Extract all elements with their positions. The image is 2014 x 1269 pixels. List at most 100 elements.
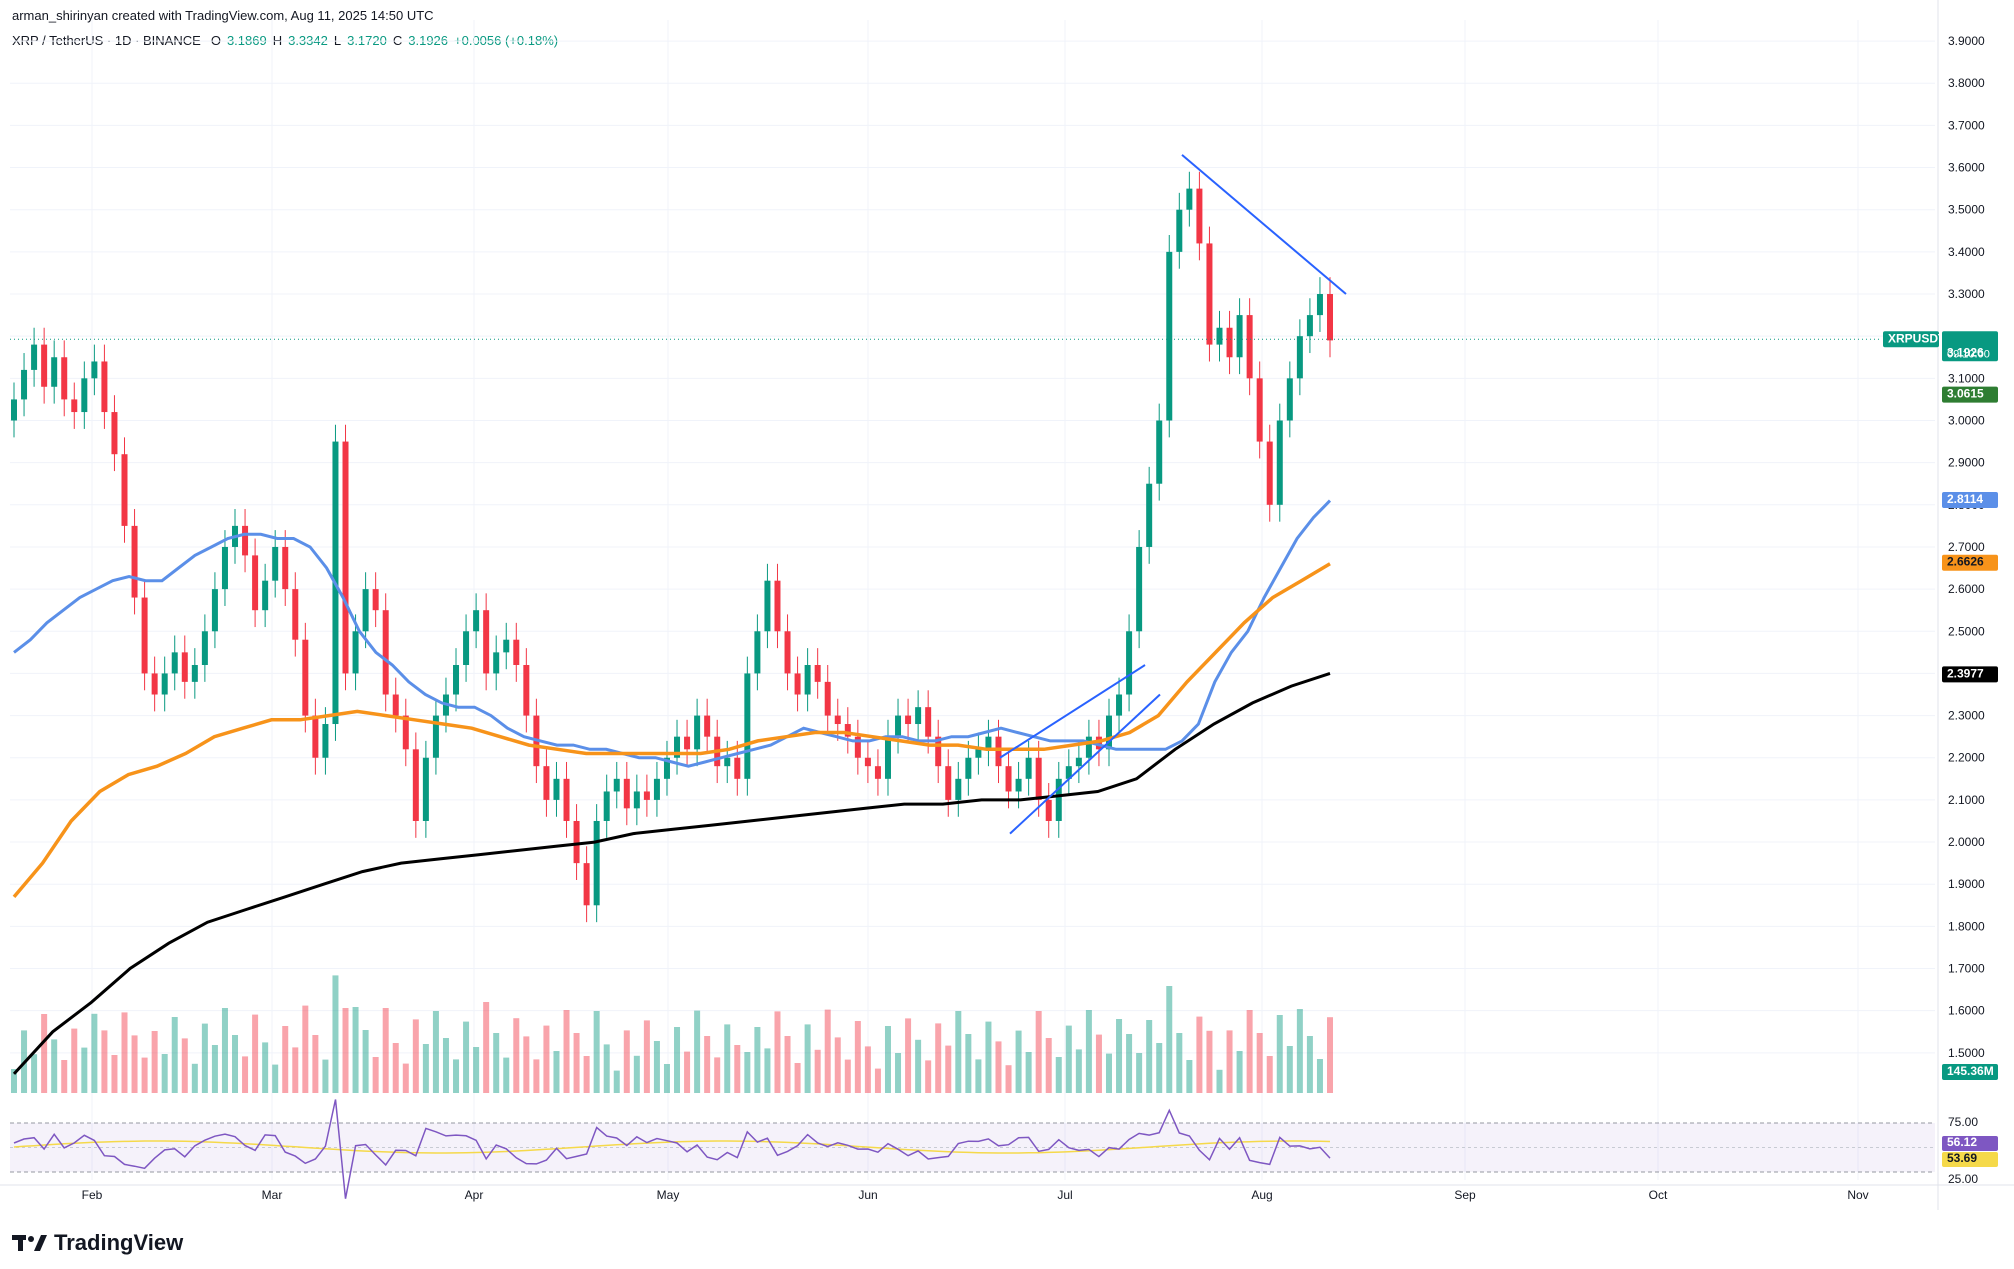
volume-bar xyxy=(905,1018,912,1093)
volume-bar xyxy=(382,1008,389,1093)
candle-body xyxy=(824,681,831,716)
candle-body xyxy=(503,639,510,653)
candle-body xyxy=(453,665,460,695)
candle-body xyxy=(633,791,640,809)
volume-bar xyxy=(1246,1010,1253,1093)
candle-body xyxy=(563,778,570,821)
candle-body xyxy=(794,673,801,695)
ma50-line xyxy=(13,499,1332,768)
volume-bar xyxy=(1266,1056,1273,1093)
volume-price-label: 145.36M xyxy=(1947,1064,1994,1078)
open-label: O xyxy=(210,33,221,48)
candle-body xyxy=(674,736,681,758)
volume-bar xyxy=(623,1030,630,1093)
volume-bar xyxy=(422,1044,429,1093)
candle-body xyxy=(1055,778,1062,821)
candle-body xyxy=(1045,799,1052,821)
volume-bar xyxy=(633,1055,640,1093)
volume-bar xyxy=(844,1059,851,1093)
y-tick-label: 3.6000 xyxy=(1948,161,1985,175)
candle-body xyxy=(61,357,68,400)
volume-bar xyxy=(242,1056,249,1093)
x-tick-label: Aug xyxy=(1251,1188,1272,1202)
volume-bar xyxy=(724,1024,731,1093)
ma50-price-label: 2.8114 xyxy=(1947,492,1983,506)
volume-bar xyxy=(1216,1069,1223,1093)
x-tick-label: May xyxy=(657,1188,680,1202)
candle-body xyxy=(1095,736,1102,750)
volume-bar xyxy=(272,1064,279,1093)
volume-bar xyxy=(1075,1049,1082,1093)
candle-body xyxy=(694,715,701,750)
y-tick-label: 1.9000 xyxy=(1948,877,1985,891)
candle-body xyxy=(754,631,761,674)
candle-body xyxy=(262,580,269,611)
candle-body xyxy=(272,546,279,581)
volume-bar xyxy=(101,1030,108,1093)
volume-bar xyxy=(694,1010,701,1093)
volume-bar xyxy=(523,1036,530,1093)
volume-bar xyxy=(945,1045,952,1093)
volume-price-label-bg xyxy=(1942,1064,1998,1080)
countdown-label: 09:10:00 xyxy=(1947,348,1990,360)
trendline-resistance xyxy=(1181,154,1347,295)
volume-bar xyxy=(573,1033,580,1093)
volume-bar xyxy=(975,1059,982,1093)
candle-body xyxy=(1005,766,1012,792)
ma20-price-label: 3.0615 xyxy=(1947,387,1984,401)
candle-body xyxy=(995,736,1002,767)
candle-body xyxy=(422,757,429,821)
volume-bar xyxy=(171,1017,178,1093)
candle-body xyxy=(764,580,771,632)
volume-bar xyxy=(1176,1033,1183,1093)
tradingview-logo-icon xyxy=(12,1235,47,1251)
candle-body xyxy=(905,715,912,725)
volume-bar xyxy=(262,1042,269,1093)
close-label: C xyxy=(392,33,403,48)
x-tick-label: Apr xyxy=(465,1188,484,1202)
candle-body xyxy=(312,715,319,758)
candle-body xyxy=(161,673,168,695)
candle-body xyxy=(834,715,841,725)
x-tick-label: Nov xyxy=(1847,1188,1868,1202)
volume-bar xyxy=(593,1011,600,1093)
candle-body xyxy=(171,652,178,674)
candle-body xyxy=(1176,209,1183,252)
high-label: H xyxy=(272,33,283,48)
candle-body xyxy=(1186,188,1193,210)
candle-body xyxy=(884,736,891,779)
volume-bar xyxy=(292,1047,299,1093)
volume-bar xyxy=(11,1069,17,1093)
candle-body xyxy=(553,778,560,800)
volume-bar xyxy=(1015,1030,1022,1093)
volume-bar xyxy=(935,1023,942,1093)
volume-bar xyxy=(493,1033,500,1093)
volume-bar xyxy=(181,1038,188,1093)
volume-bar xyxy=(854,1021,861,1093)
volume-bar xyxy=(1156,1043,1163,1093)
volume-bar xyxy=(1166,986,1173,1093)
volume-bar xyxy=(141,1057,148,1093)
candle-body xyxy=(111,412,118,455)
candle-body xyxy=(874,766,881,779)
volume-bar xyxy=(252,1014,259,1093)
trendline-channel-upper xyxy=(999,664,1146,759)
candle-body xyxy=(663,757,670,779)
candle-body xyxy=(71,399,78,413)
ma200-price-label-bg xyxy=(1942,666,1998,683)
y-tick-label: 3.3000 xyxy=(1948,287,1985,301)
volume-bar xyxy=(955,1011,962,1093)
rsi-value-label-bg xyxy=(1942,1136,1998,1151)
symbol-label[interactable]: XRP / TetherUS · 1D · BINANCE xyxy=(12,33,201,48)
rsi-ma-value-label-bg xyxy=(1942,1152,1998,1167)
ma50-price-label-bg xyxy=(1942,491,1998,508)
candle-body xyxy=(382,610,389,695)
x-tick-label: Jul xyxy=(1057,1188,1072,1202)
candle-body xyxy=(81,378,88,413)
candle-body xyxy=(242,525,249,556)
volume-bar xyxy=(91,1013,98,1093)
y-tick-label: 3.1000 xyxy=(1948,371,1985,385)
volume-bar xyxy=(884,1026,891,1093)
